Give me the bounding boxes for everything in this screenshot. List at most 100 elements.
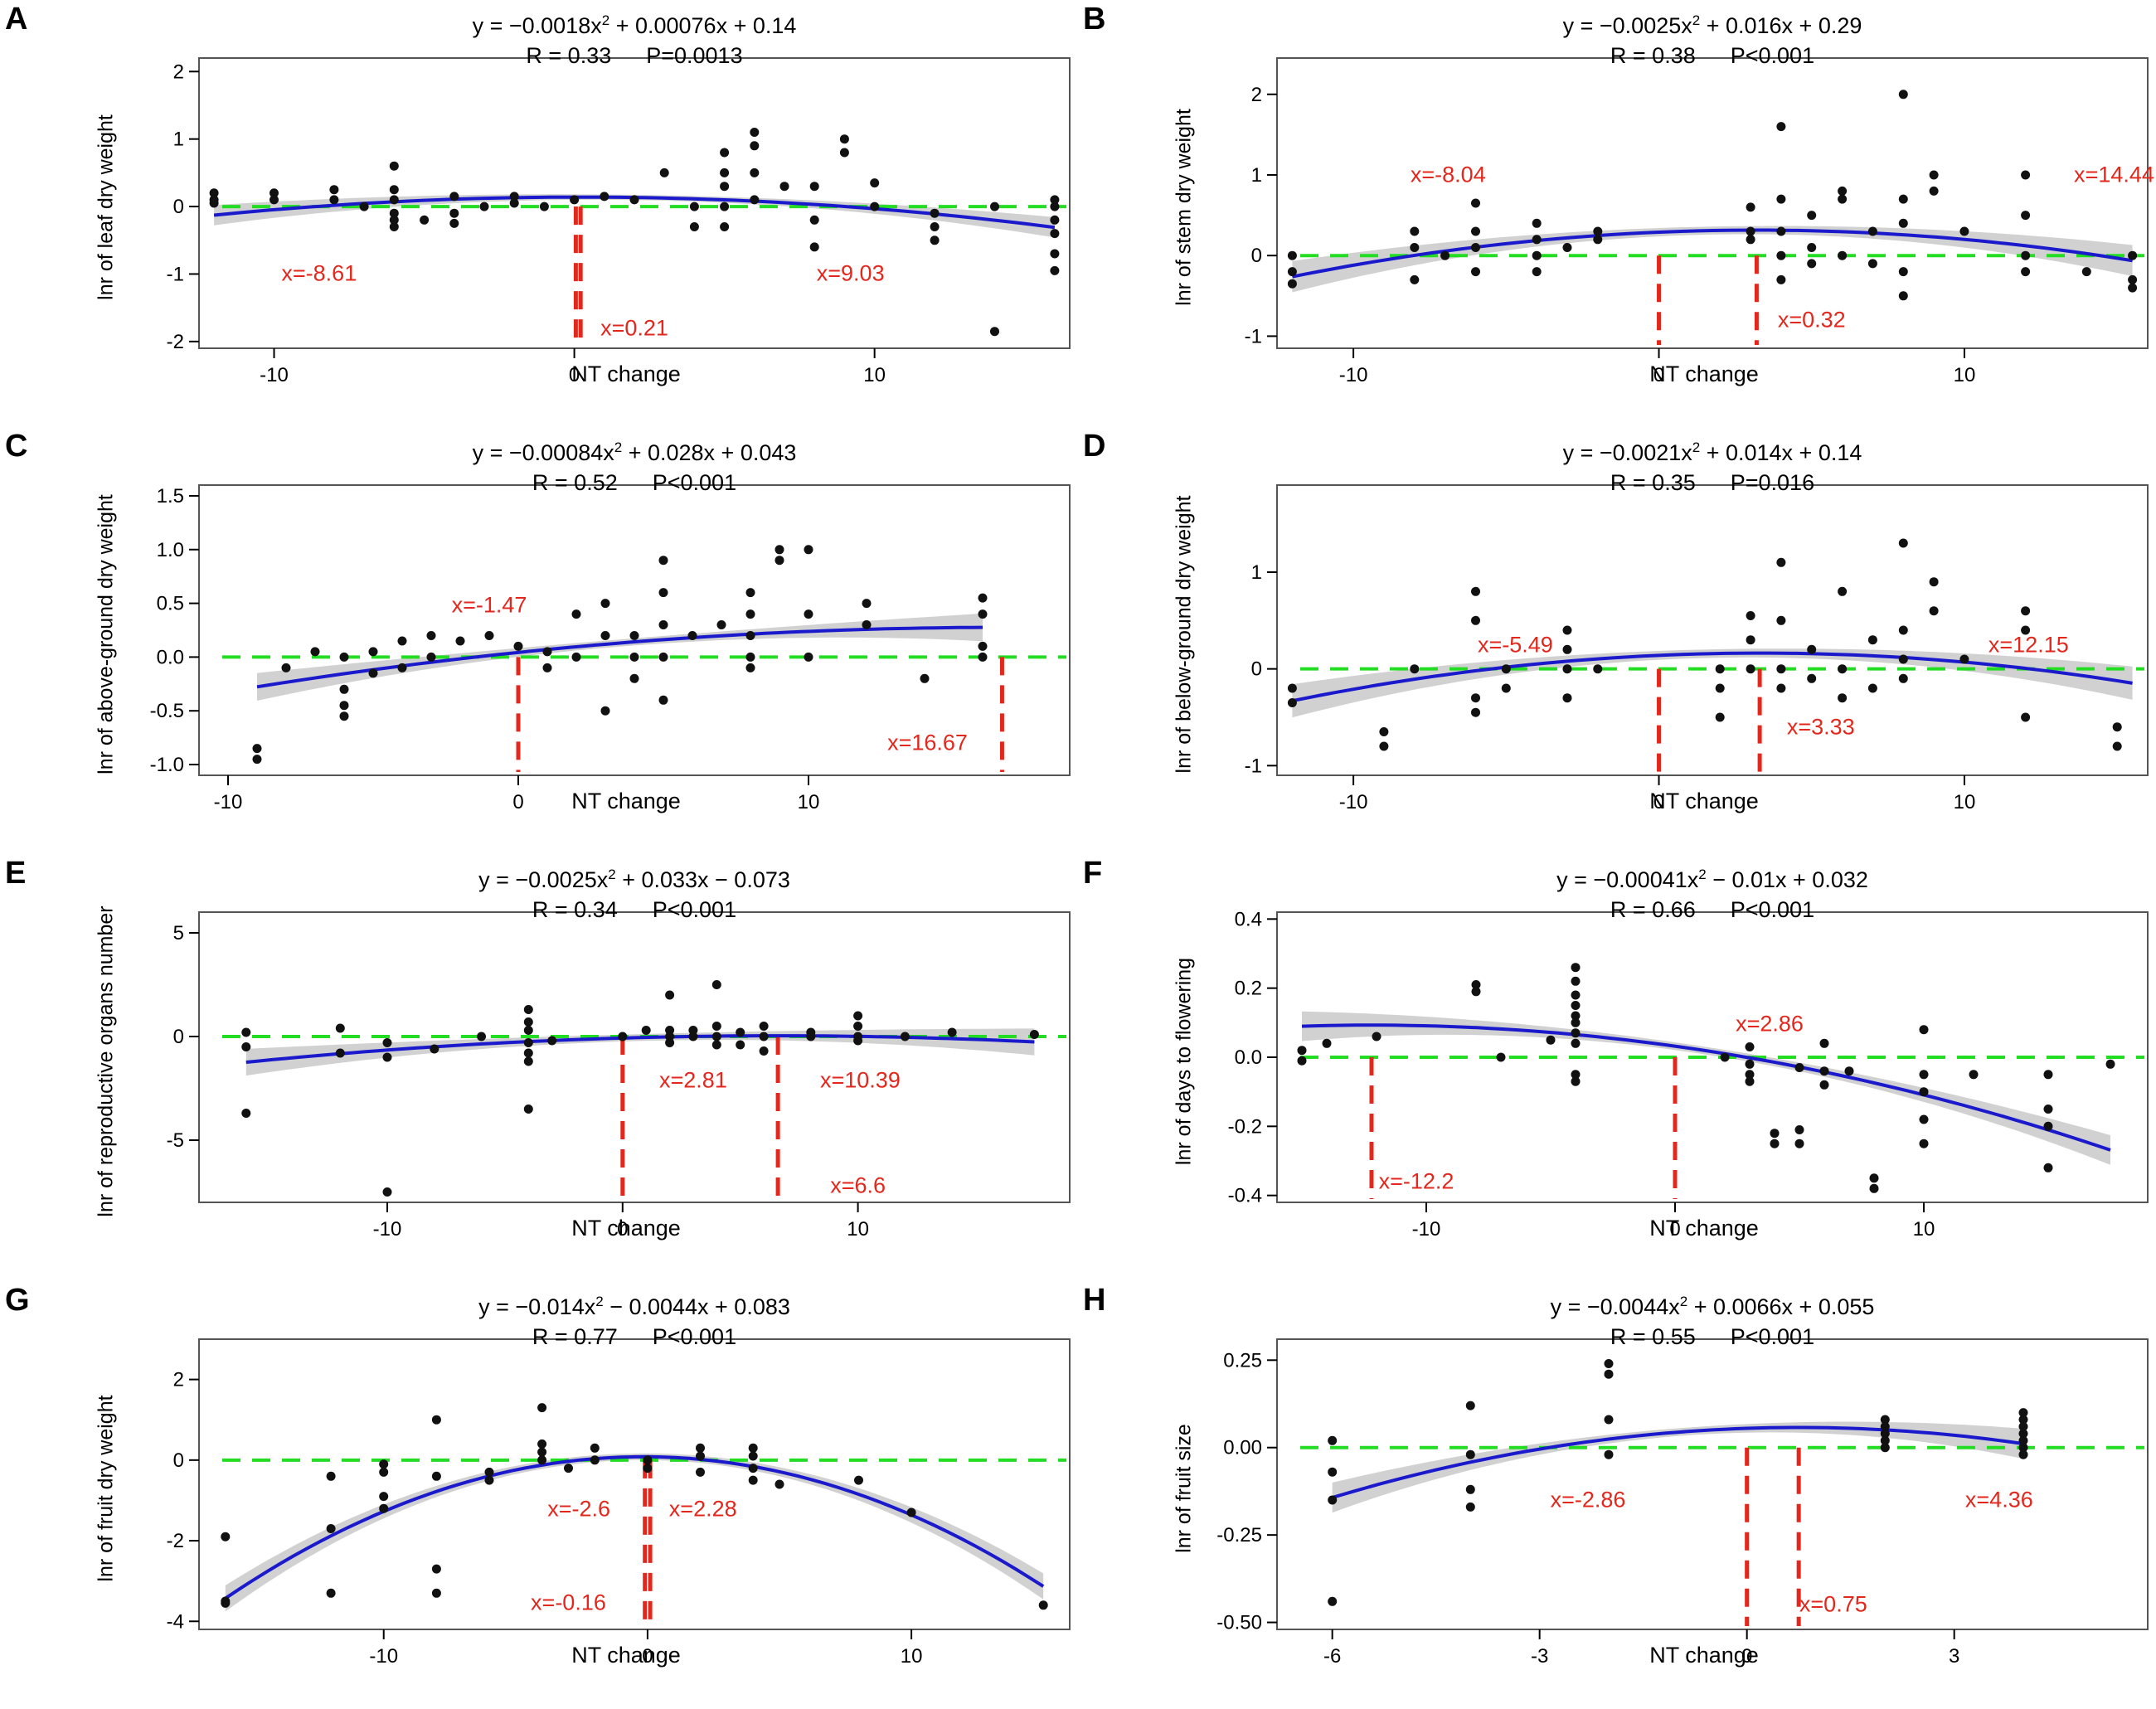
data-point: [930, 235, 940, 245]
data-point: [711, 1040, 721, 1050]
data-point: [1604, 1359, 1614, 1368]
data-point: [665, 1038, 675, 1047]
threshold-annotation: x=12.15: [1988, 632, 2069, 657]
data-point: [2043, 1070, 2053, 1080]
threshold-annotation: x=-5.49: [1477, 632, 1553, 657]
data-point: [870, 201, 880, 211]
data-point: [1807, 211, 1817, 221]
data-point: [643, 1464, 653, 1474]
data-point: [523, 1017, 533, 1027]
data-point: [1571, 1011, 1581, 1021]
data-point: [745, 588, 755, 598]
data-point: [1471, 243, 1480, 252]
data-point: [1328, 1467, 1338, 1477]
equation-exponent: 2: [1692, 439, 1701, 455]
data-point: [542, 647, 552, 657]
data-point: [1807, 644, 1817, 654]
data-point: [1715, 683, 1725, 693]
data-point: [382, 1038, 392, 1047]
data-point: [1562, 664, 1572, 674]
x-axis-label: NT change: [571, 362, 681, 386]
threshold-annotation: x=2.28: [668, 1496, 737, 1522]
data-point: [2105, 1059, 2115, 1069]
data-point: [2128, 274, 2138, 284]
data-point: [1838, 693, 1848, 703]
r-value: R = 0.34: [532, 897, 618, 922]
data-point: [1898, 291, 1908, 301]
x-tick-label: 0: [642, 1645, 653, 1668]
fit-stats: R = 0.77 P<0.001: [532, 1324, 736, 1350]
panel-letter: D: [1083, 429, 1106, 464]
p-value: P<0.001: [652, 1324, 737, 1349]
y-tick-label: -0.2: [1228, 1115, 1262, 1138]
x-axis-label: NT change: [571, 789, 681, 813]
y-tick-label: 1: [1251, 561, 1262, 584]
data-point: [382, 1187, 392, 1197]
data-point: [2112, 722, 2122, 732]
panel-letter: C: [5, 429, 28, 464]
data-point: [368, 668, 378, 678]
data-point: [736, 1040, 745, 1050]
confidence-band: [1332, 1421, 2023, 1513]
equation-exponent: 2: [1698, 867, 1707, 882]
data-point: [658, 556, 668, 566]
data-point: [241, 1109, 251, 1118]
data-point: [1807, 243, 1817, 252]
data-point: [1287, 683, 1297, 693]
data-point: [270, 188, 279, 198]
equation-tail: + 0.014x + 0.14: [1700, 440, 1862, 465]
threshold-annotation: x=-2.6: [547, 1496, 611, 1522]
data-point: [1471, 693, 1480, 703]
data-point: [310, 647, 320, 657]
data-point: [711, 980, 721, 989]
equation-head: y = −0.0025x: [1562, 13, 1692, 38]
data-point: [542, 663, 552, 672]
x-tick-label: 0: [1653, 364, 1664, 386]
equation-tail: + 0.033x − 0.073: [615, 867, 790, 892]
data-point: [1869, 1183, 1879, 1193]
data-point: [853, 1022, 863, 1031]
data-point: [1838, 186, 1848, 196]
threshold-annotation: x=-1.47: [451, 592, 527, 618]
fit-stats: R = 0.66 P<0.001: [1610, 897, 1814, 923]
data-point: [1532, 250, 1542, 260]
data-point: [1471, 267, 1480, 277]
data-point: [1532, 235, 1542, 245]
fit-stats: R = 0.34 P<0.001: [532, 897, 736, 923]
data-point: [759, 1046, 769, 1056]
data-point: [1746, 664, 1755, 674]
data-point: [1593, 226, 1603, 236]
confidence-band: [1302, 1011, 2110, 1165]
fit-curve: [224, 1454, 1045, 1600]
x-tick-label: 10: [798, 791, 820, 813]
data-point: [696, 1443, 705, 1453]
data-point: [1880, 1443, 1890, 1453]
data-point: [379, 1467, 389, 1477]
data-point: [1322, 1038, 1332, 1048]
data-point: [1898, 267, 1908, 277]
y-tick-label: 2: [173, 1369, 184, 1391]
x-tick-label: 10: [1954, 364, 1976, 386]
data-point: [359, 201, 369, 211]
equation-exponent: 2: [608, 867, 616, 882]
x-axis-label: NT change: [1649, 1216, 1759, 1240]
fit-equation: y = −0.0025x2 + 0.033x − 0.073: [478, 867, 790, 893]
y-tick-label: 1.5: [157, 485, 184, 507]
y-tick-label: -2: [167, 1530, 184, 1552]
data-point: [1571, 1028, 1581, 1038]
data-point: [1593, 664, 1603, 674]
data-point: [2081, 267, 2091, 277]
data-point: [1898, 218, 1908, 228]
y-tick-label: 0.0: [1235, 1046, 1262, 1069]
equation-tail: + 0.0066x + 0.055: [1687, 1294, 1875, 1319]
data-point: [1745, 1070, 1755, 1080]
x-tick-label: 0: [1653, 791, 1664, 813]
data-point: [600, 706, 610, 716]
data-point: [1929, 606, 1939, 616]
data-point: [1898, 194, 1908, 204]
data-point: [2043, 1105, 2053, 1114]
y-tick-label: 1.0: [157, 539, 184, 561]
data-point: [2021, 625, 2031, 635]
